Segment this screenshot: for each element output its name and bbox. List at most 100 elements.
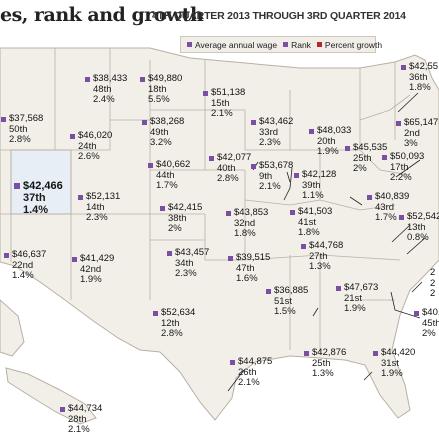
rank-value: 24th [78,140,97,152]
growth-value: 2% [168,223,182,234]
rank-value: 33rd [259,126,279,138]
wage-marker [414,310,419,316]
growth-value: 1.9% [381,368,403,379]
wage-marker [382,154,387,160]
rank-value: 38th [168,212,187,224]
wage-marker [209,155,214,161]
wage-marker [251,163,256,169]
growth-value: 5.5% [148,94,170,105]
wage-value: $43,457 [175,247,210,258]
wage-marker [345,145,350,151]
partial-value: 2 [430,277,436,289]
state-label-hi: $44,734 28th 2.1% [60,403,102,436]
state-label-wa: $37,568 50th 2.8% [1,113,44,146]
rank-value: 20th [317,135,336,147]
growth-value: 2.1% [211,108,233,119]
wage-marker [4,252,9,258]
state-label-sd: $38,268 49th 3.2% [142,116,185,149]
state-label-ok: $39,515 47th 1.6% [228,252,271,285]
leader-lines [227,92,426,392]
growth-value: 3% [404,138,418,149]
wage-value: $45,535 [353,142,388,153]
wage-value: $42,415 [168,202,203,213]
growth-value: 2.8% [217,173,239,184]
rank-value: 12th [161,317,180,329]
growth-value: 0.8% [407,232,429,243]
wage-marker [251,119,256,125]
wage-marker [367,194,372,200]
growth-value: 1.5% [274,306,296,317]
state-label-wy: $46,020 24th 2.6% [70,130,112,163]
state-label-mn: $51,138 15th 2.1% [203,87,246,120]
state-label-wv: $40,839 43rd 1.7% [367,191,410,224]
rank-value: 15th [211,97,230,109]
wage-value: $43,462 [259,116,294,127]
wage-value: $44,420 [381,347,416,358]
state-label-ar: $36,885 51st 1.5% [266,285,308,318]
wage-marker [228,255,233,261]
growth-value: 1.3% [312,368,334,379]
rank-value: 22nd [12,259,34,271]
wage-value: $43,853 [234,207,269,218]
rank-value: 25th [353,152,372,164]
alaska-landmass [0,299,25,357]
growth-value: 2.3% [259,137,281,148]
rank-value: 34th [175,257,194,269]
legend-swatch-wage [187,42,192,47]
wage-value: $50,093 [390,151,425,162]
wage-value: $40, [422,307,439,318]
wage-value: $40,662 [156,159,191,170]
partial-value: 2 [430,267,436,278]
wage-marker [153,310,158,316]
wage-marker [226,210,231,216]
wage-value: $47,673 [344,282,379,293]
wage-value: $51,138 [211,87,246,98]
state-borders [0,48,411,355]
wage-value: $41,503 [298,206,333,217]
rank-value: 25th [312,357,331,369]
legend-item-growth: Percent growth [316,39,383,50]
wage-value: $38,268 [150,116,185,127]
rank-value: 32nd [234,217,256,229]
state-label-al: $42,876 25th 1.3% [304,347,347,380]
rank-value: 47th [236,262,255,274]
legend-item-wage: Average annual wage [187,40,277,50]
wage-marker [266,288,271,294]
state-label-sc: $40, 45th 2% [414,307,439,340]
rank-value: 26th [238,366,257,378]
rank-value: 42nd [80,263,102,275]
growth-value: 1.1% [302,190,324,201]
wage-value: $42,876 [312,347,347,358]
growth-value: 1.4% [23,204,49,216]
state-label-ky: $41,503 41st 1.8% [290,206,333,239]
partial-value: 2 [430,288,436,299]
state-label-ks: $42,415 38th 2% [160,202,203,235]
wage-value: $52,131 [86,191,121,202]
legend-label-growth: Percent growth [324,39,383,50]
growth-value: 1.8% [298,227,320,238]
wage-value: $42,077 [217,152,252,163]
wage-marker [294,172,299,178]
rank-value: 41st [298,216,316,228]
wage-value: $39,515 [236,252,271,263]
wage-value: $46,637 [12,249,47,260]
state-label-az: $41,429 42nd 1.9% [72,253,114,286]
state-label-co: $52,131 14th 2.3% [78,191,121,224]
state-label-mi: $48,033 20th 1.9% [309,125,351,158]
growth-value: 1.4% [12,270,34,281]
wage-value: $40,839 [375,191,410,202]
rank-value: 21st [344,292,362,304]
wage-marker [230,359,235,365]
state-label-oh: $45,535 25th 2% [345,142,388,175]
legend-item-rank: Rank [283,40,311,50]
rank-value: 49th [150,126,169,138]
wage-marker [309,128,314,134]
wage-value: $53,678 [259,160,294,171]
wage-marker [336,285,341,291]
wage-value: $37,568 [9,113,44,124]
wage-marker [14,183,20,189]
rank-value: 28th [68,413,87,425]
wage-marker [399,214,404,220]
state-label-la: $44,875 26th 2.1% [230,356,272,389]
